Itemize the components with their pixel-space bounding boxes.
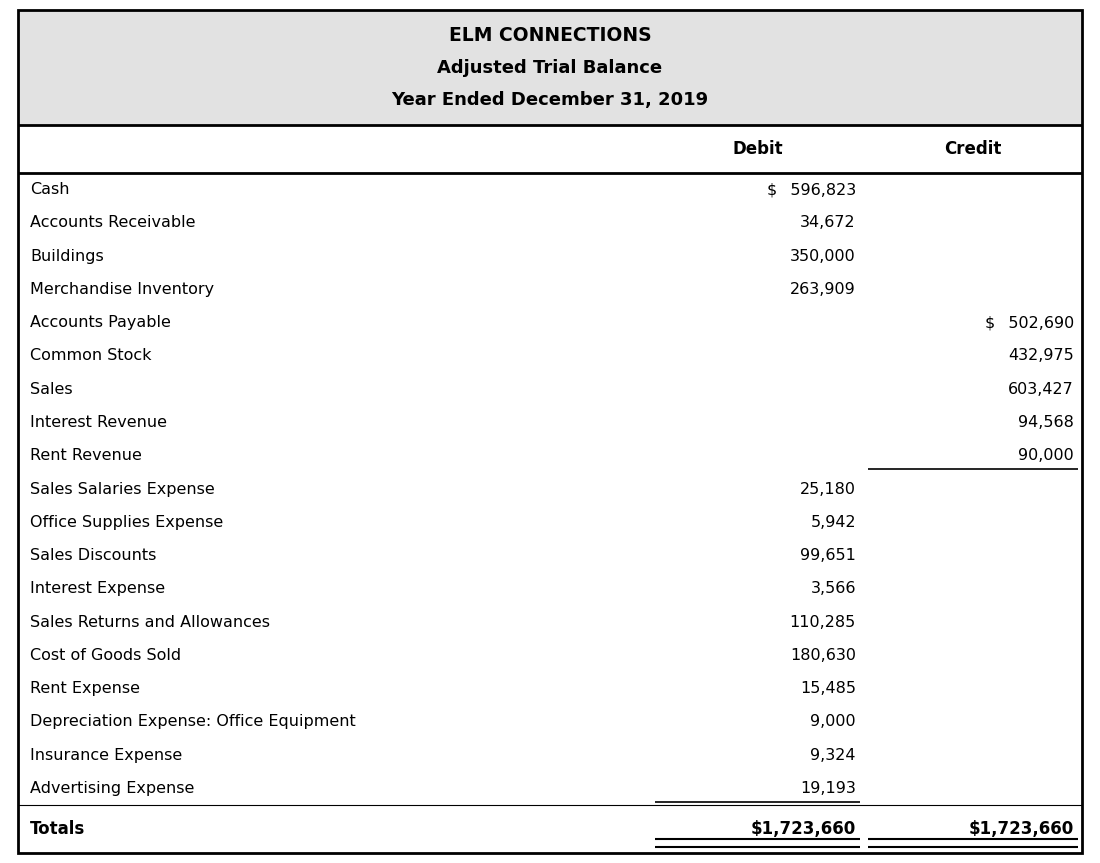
Text: Sales Returns and Allowances: Sales Returns and Allowances: [30, 614, 270, 629]
Text: 432,975: 432,975: [1009, 349, 1074, 363]
Text: Credit: Credit: [944, 140, 1002, 158]
Text: 350,000: 350,000: [790, 249, 856, 264]
Text: Sales Discounts: Sales Discounts: [30, 548, 156, 563]
Text: $  596,823: $ 596,823: [767, 182, 856, 197]
Text: 3,566: 3,566: [811, 582, 856, 596]
Text: Cash: Cash: [30, 182, 69, 197]
Text: 9,000: 9,000: [811, 715, 856, 729]
Text: 25,180: 25,180: [800, 482, 856, 496]
Text: Year Ended December 31, 2019: Year Ended December 31, 2019: [392, 91, 708, 109]
Text: 5,942: 5,942: [811, 514, 856, 530]
Text: Accounts Payable: Accounts Payable: [30, 315, 170, 331]
Text: 90,000: 90,000: [1019, 448, 1074, 463]
Text: Buildings: Buildings: [30, 249, 103, 264]
Bar: [18, 10, 1082, 125]
Text: 94,568: 94,568: [1019, 415, 1074, 430]
Text: ELM CONNECTIONS: ELM CONNECTIONS: [449, 26, 651, 45]
Text: Totals: Totals: [30, 820, 86, 838]
Text: 34,672: 34,672: [801, 216, 856, 230]
Text: 19,193: 19,193: [800, 781, 856, 796]
Text: Rent Revenue: Rent Revenue: [30, 448, 142, 463]
Text: Office Supplies Expense: Office Supplies Expense: [30, 514, 223, 530]
Text: 603,427: 603,427: [1009, 381, 1074, 397]
Text: Common Stock: Common Stock: [30, 349, 152, 363]
Text: Rent Expense: Rent Expense: [30, 681, 140, 696]
Text: 15,485: 15,485: [800, 681, 856, 696]
Text: 180,630: 180,630: [790, 648, 856, 663]
Text: $1,723,660: $1,723,660: [969, 820, 1074, 838]
Text: Cost of Goods Sold: Cost of Goods Sold: [30, 648, 182, 663]
Text: Adjusted Trial Balance: Adjusted Trial Balance: [438, 59, 662, 77]
Text: 9,324: 9,324: [811, 747, 856, 763]
Text: Accounts Receivable: Accounts Receivable: [30, 216, 196, 230]
Text: Sales Salaries Expense: Sales Salaries Expense: [30, 482, 214, 496]
Text: Sales: Sales: [30, 381, 73, 397]
Text: $1,723,660: $1,723,660: [750, 820, 856, 838]
Text: Merchandise Inventory: Merchandise Inventory: [30, 282, 214, 297]
Text: Interest Revenue: Interest Revenue: [30, 415, 167, 430]
Text: 99,651: 99,651: [800, 548, 856, 563]
Text: 263,909: 263,909: [790, 282, 856, 297]
Text: Depreciation Expense: Office Equipment: Depreciation Expense: Office Equipment: [30, 715, 355, 729]
Text: Debit: Debit: [733, 140, 783, 158]
Text: Insurance Expense: Insurance Expense: [30, 747, 183, 763]
Text: Interest Expense: Interest Expense: [30, 582, 165, 596]
Text: $  502,690: $ 502,690: [984, 315, 1074, 331]
Text: 110,285: 110,285: [790, 614, 856, 629]
Text: Advertising Expense: Advertising Expense: [30, 781, 195, 796]
